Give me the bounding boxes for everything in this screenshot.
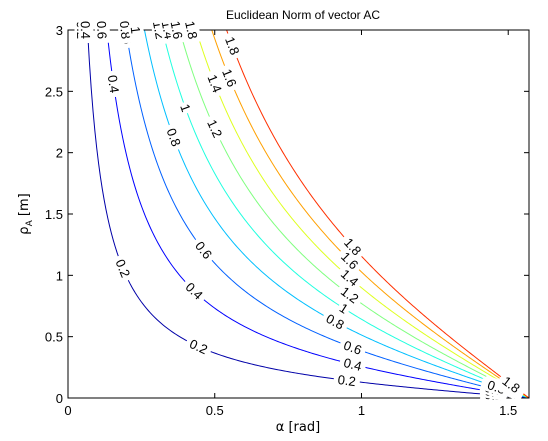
contour-line-0.2: [87, 30, 529, 398]
x-tick-label: 1: [358, 403, 365, 418]
contour-label: 1.2: [202, 113, 228, 144]
svg-text:0.4: 0.4: [105, 74, 122, 94]
contour-label: 1.4: [203, 68, 227, 99]
contour-label: 0.4: [78, 16, 94, 44]
contour-line-1.6: [211, 30, 529, 398]
y-tick-label: 1: [56, 268, 63, 283]
contour-label: 0.2: [111, 253, 136, 284]
y-tick-label: 2.5: [45, 84, 63, 99]
contour-label: 0.8: [162, 122, 186, 153]
svg-text:1: 1: [128, 25, 144, 34]
contour-label: 0.2: [183, 333, 214, 359]
y-tick-label: 2: [56, 146, 63, 161]
contour-label: 1.8: [221, 30, 245, 61]
contour-label: 0.6: [94, 16, 111, 44]
svg-text:1.6: 1.6: [168, 20, 186, 41]
y-tick-label: 0: [56, 391, 63, 406]
x-tick-label: 0.5: [206, 403, 224, 418]
y-axis-label-main: ρ: [17, 226, 32, 234]
contour-label: 0.6: [337, 335, 368, 359]
svg-text:1.8: 1.8: [182, 20, 201, 41]
contour-label: 1.6: [167, 15, 187, 45]
svg-text:0.4: 0.4: [342, 355, 363, 374]
contour-line-0.4: [106, 30, 529, 398]
y-axis-label: ρA [m]: [17, 193, 35, 234]
contour-label: 0.2: [332, 370, 361, 390]
svg-text:0.2: 0.2: [113, 257, 134, 279]
svg-text:0.4: 0.4: [78, 21, 93, 39]
svg-text:0.2: 0.2: [337, 372, 357, 389]
y-tick-label: 1.5: [45, 207, 63, 222]
contour-line-1.4: [195, 30, 529, 398]
x-tick-label: 1.5: [499, 403, 517, 418]
svg-text:1.6: 1.6: [219, 67, 240, 89]
y-tick-label: 3: [56, 23, 63, 38]
contour-label: 0.4: [104, 69, 124, 98]
svg-text:0.8: 0.8: [164, 126, 184, 148]
contour-label: 1.8: [181, 15, 202, 45]
contour-line-1.8: [226, 30, 529, 398]
y-tick-label: 0.5: [45, 330, 63, 345]
plot-frame: [67, 29, 530, 399]
contour-labels-layer: 0.20.20.20.20.20.40.40.40.40.40.60.60.60…: [74, 15, 527, 403]
x-axis-label: α [rad]: [276, 420, 320, 435]
contour-label: 1: [335, 298, 354, 318]
contour-label: 0.6: [189, 234, 219, 265]
contour-layer: [87, 30, 529, 398]
contour-label: 0.4: [338, 353, 368, 375]
contour-label: 1: [176, 99, 195, 116]
x-tick-label: 0: [64, 403, 71, 418]
svg-text:0.2: 0.2: [187, 336, 210, 357]
contour-label: 1: [128, 23, 145, 37]
y-axis-label-sub: A: [25, 219, 35, 226]
chart-title: Euclidean Norm of vector AC: [226, 8, 380, 22]
svg-text:1: 1: [177, 102, 194, 114]
svg-text:1.4: 1.4: [204, 72, 225, 94]
svg-text:1.8: 1.8: [222, 35, 242, 57]
contour-line-0.6: [125, 30, 529, 398]
svg-text:1.2: 1.2: [204, 117, 225, 140]
ticks-layer: 0 0.5 1 1.5 0 0.5 1 1.5 2 2.5 3: [45, 23, 529, 418]
svg-text:0.6: 0.6: [94, 21, 110, 40]
svg-text:0.6: 0.6: [342, 337, 364, 357]
contour-label: 1.6: [217, 62, 242, 93]
y-axis-label-unit: [m]: [17, 193, 32, 220]
